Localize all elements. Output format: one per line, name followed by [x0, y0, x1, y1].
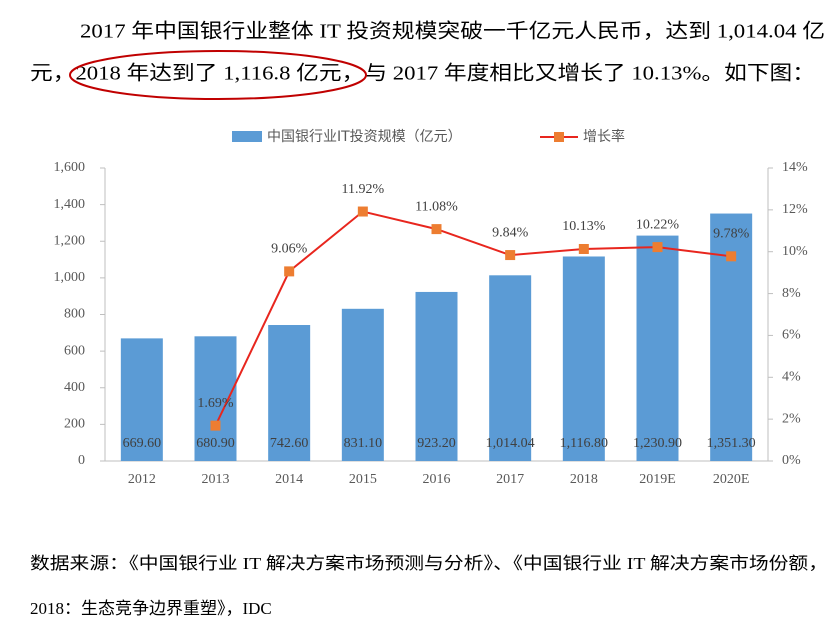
value-label: 669.60: [123, 436, 162, 451]
marker: [357, 206, 368, 217]
marker: [726, 251, 737, 262]
paragraph-line: 2017 年中国银行业整体 IT 投资规模突破一千亿元人民币，达到 1,014.…: [80, 20, 825, 43]
bar: [710, 213, 753, 461]
paragraph-line: 元，2018 年达到了 1,116.8 亿元，与 2017 年度相比又增长了 1…: [30, 62, 815, 85]
value-label: 10.22%: [636, 217, 680, 232]
x-tick-label: 2018: [570, 472, 598, 487]
x-tick-label: 2016: [423, 472, 451, 487]
x-tick-label: 2013: [202, 472, 230, 487]
value-label: 11.92%: [342, 182, 385, 197]
highlight-ellipse: [69, 50, 367, 100]
value-label: 1,230.90: [633, 436, 682, 451]
value-label: 1,014.04: [486, 436, 535, 451]
source-line: 数据来源：《中国银行业 IT 解决方案市场预测与分析》、《中国银行业 IT 解决…: [30, 554, 828, 573]
value-label: 742.60: [270, 436, 309, 451]
legend-label: 增长率: [583, 128, 625, 145]
y-tick-label: 400: [64, 380, 85, 395]
x-tick-label: 2015: [349, 472, 377, 487]
y2-tick-label: 14%: [782, 160, 808, 175]
value-label: 11.08%: [415, 199, 458, 214]
marker: [505, 250, 516, 261]
bar: [194, 336, 237, 461]
y-tick-label: 600: [64, 343, 85, 358]
y-tick-label: 1,200: [54, 233, 86, 248]
line: [214, 210, 732, 427]
y2-tick-label: 8%: [782, 286, 801, 301]
marker: [284, 266, 295, 277]
bar: [415, 291, 458, 461]
bar: [268, 325, 311, 461]
y-tick-label: 200: [64, 417, 85, 432]
marker: [210, 420, 221, 431]
x-tick-label: 2019E: [639, 472, 676, 487]
y2-tick-label: 10%: [782, 244, 808, 259]
x-tick-label: 2012: [128, 472, 156, 487]
value-label: 923.20: [417, 436, 456, 451]
value-label: 680.90: [196, 436, 235, 451]
value-label: 1,351.30: [707, 436, 756, 451]
y2-tick-label: 0%: [782, 453, 801, 468]
marker: [578, 243, 589, 254]
x-tick-label: 2020E: [713, 472, 750, 487]
source-line: 2018：生态竞争边界重塑》，IDC: [30, 599, 272, 618]
y2-tick-label: 4%: [782, 370, 801, 385]
value-label: 9.06%: [271, 242, 308, 257]
y2-tick-label: 12%: [782, 202, 808, 217]
bar: [489, 275, 532, 461]
legend-marker: [554, 132, 564, 142]
value-label: 831.10: [344, 436, 383, 451]
value-label: 9.84%: [492, 225, 529, 240]
value-label: 10.13%: [562, 219, 606, 234]
y-tick-label: 800: [64, 307, 85, 322]
value-label: 1,116.80: [560, 436, 608, 451]
bar: [562, 256, 605, 461]
value-label: 9.78%: [713, 227, 750, 242]
y-tick-label: 0: [78, 453, 85, 468]
y2-tick-label: 6%: [782, 328, 801, 343]
legend-swatch: [232, 131, 262, 142]
y-tick-label: 1,400: [54, 197, 86, 212]
marker: [652, 242, 663, 253]
bar: [120, 338, 163, 461]
bar: [341, 308, 384, 461]
x-tick-label: 2014: [275, 472, 303, 487]
marker: [431, 224, 442, 235]
bar: [636, 235, 679, 461]
y2-tick-label: 2%: [782, 411, 801, 426]
x-tick-label: 2017: [496, 472, 524, 487]
legend-label: 中国银行业IT投资规模（亿元）: [267, 129, 462, 145]
value-label: 1.69%: [197, 396, 234, 411]
y-tick-label: 1,000: [54, 270, 86, 285]
y-tick-label: 1,600: [54, 160, 86, 175]
